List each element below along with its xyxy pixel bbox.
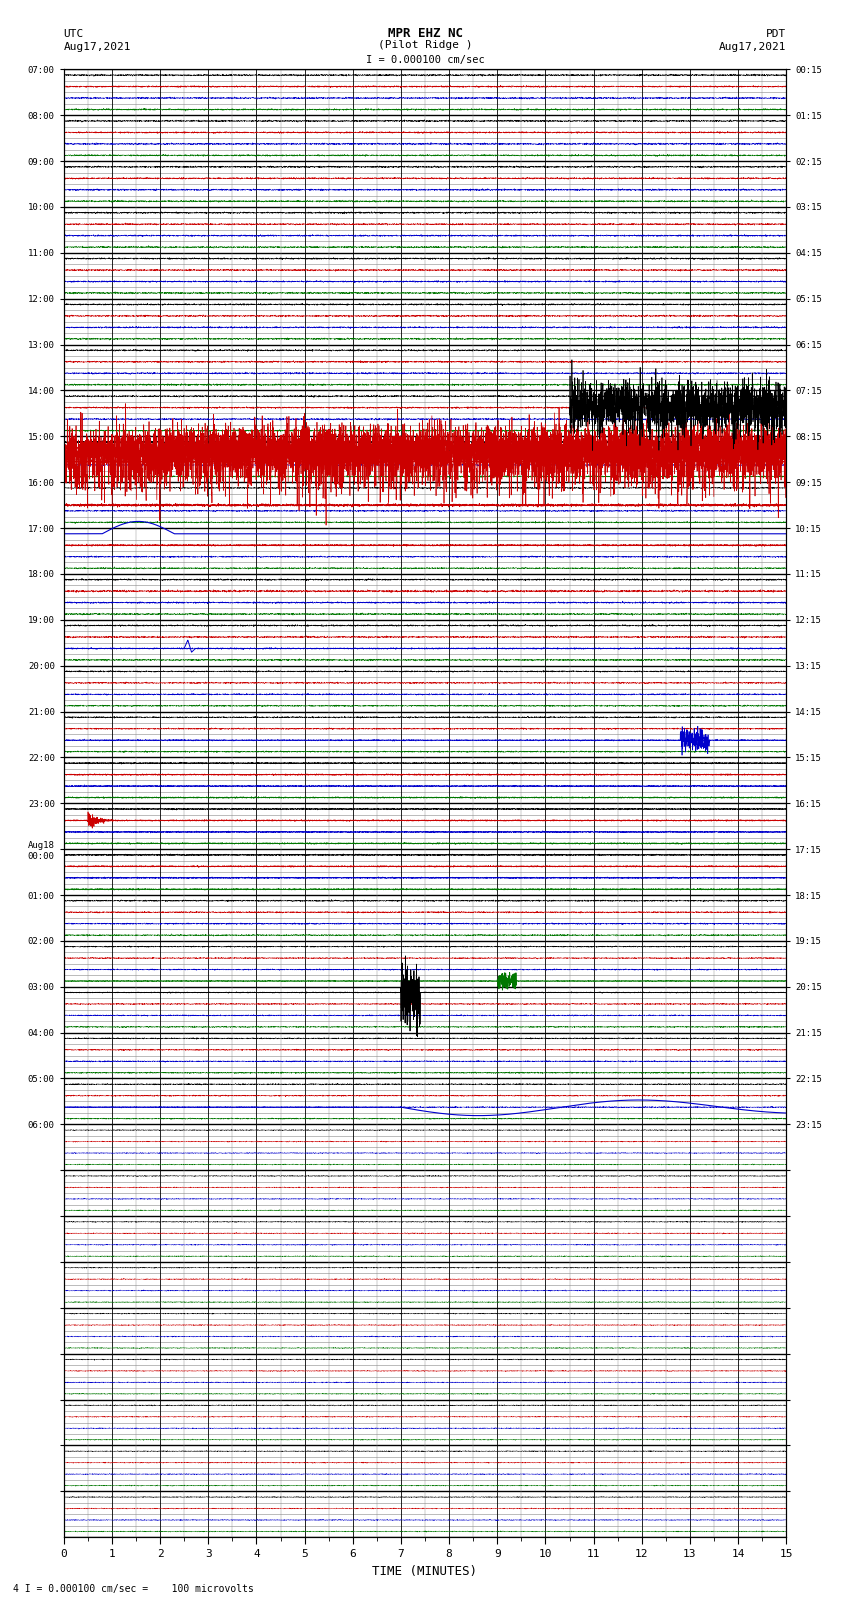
Text: UTC: UTC: [64, 29, 84, 39]
Text: 4 I = 0.000100 cm/sec =    100 microvolts: 4 I = 0.000100 cm/sec = 100 microvolts: [13, 1584, 253, 1594]
Text: I = 0.000100 cm/sec: I = 0.000100 cm/sec: [366, 55, 484, 65]
X-axis label: TIME (MINUTES): TIME (MINUTES): [372, 1565, 478, 1578]
Text: MPR EHZ NC: MPR EHZ NC: [388, 27, 462, 40]
Text: Aug17,2021: Aug17,2021: [719, 42, 786, 52]
Text: (Pilot Ridge ): (Pilot Ridge ): [377, 40, 473, 50]
Text: PDT: PDT: [766, 29, 786, 39]
Text: Aug17,2021: Aug17,2021: [64, 42, 131, 52]
